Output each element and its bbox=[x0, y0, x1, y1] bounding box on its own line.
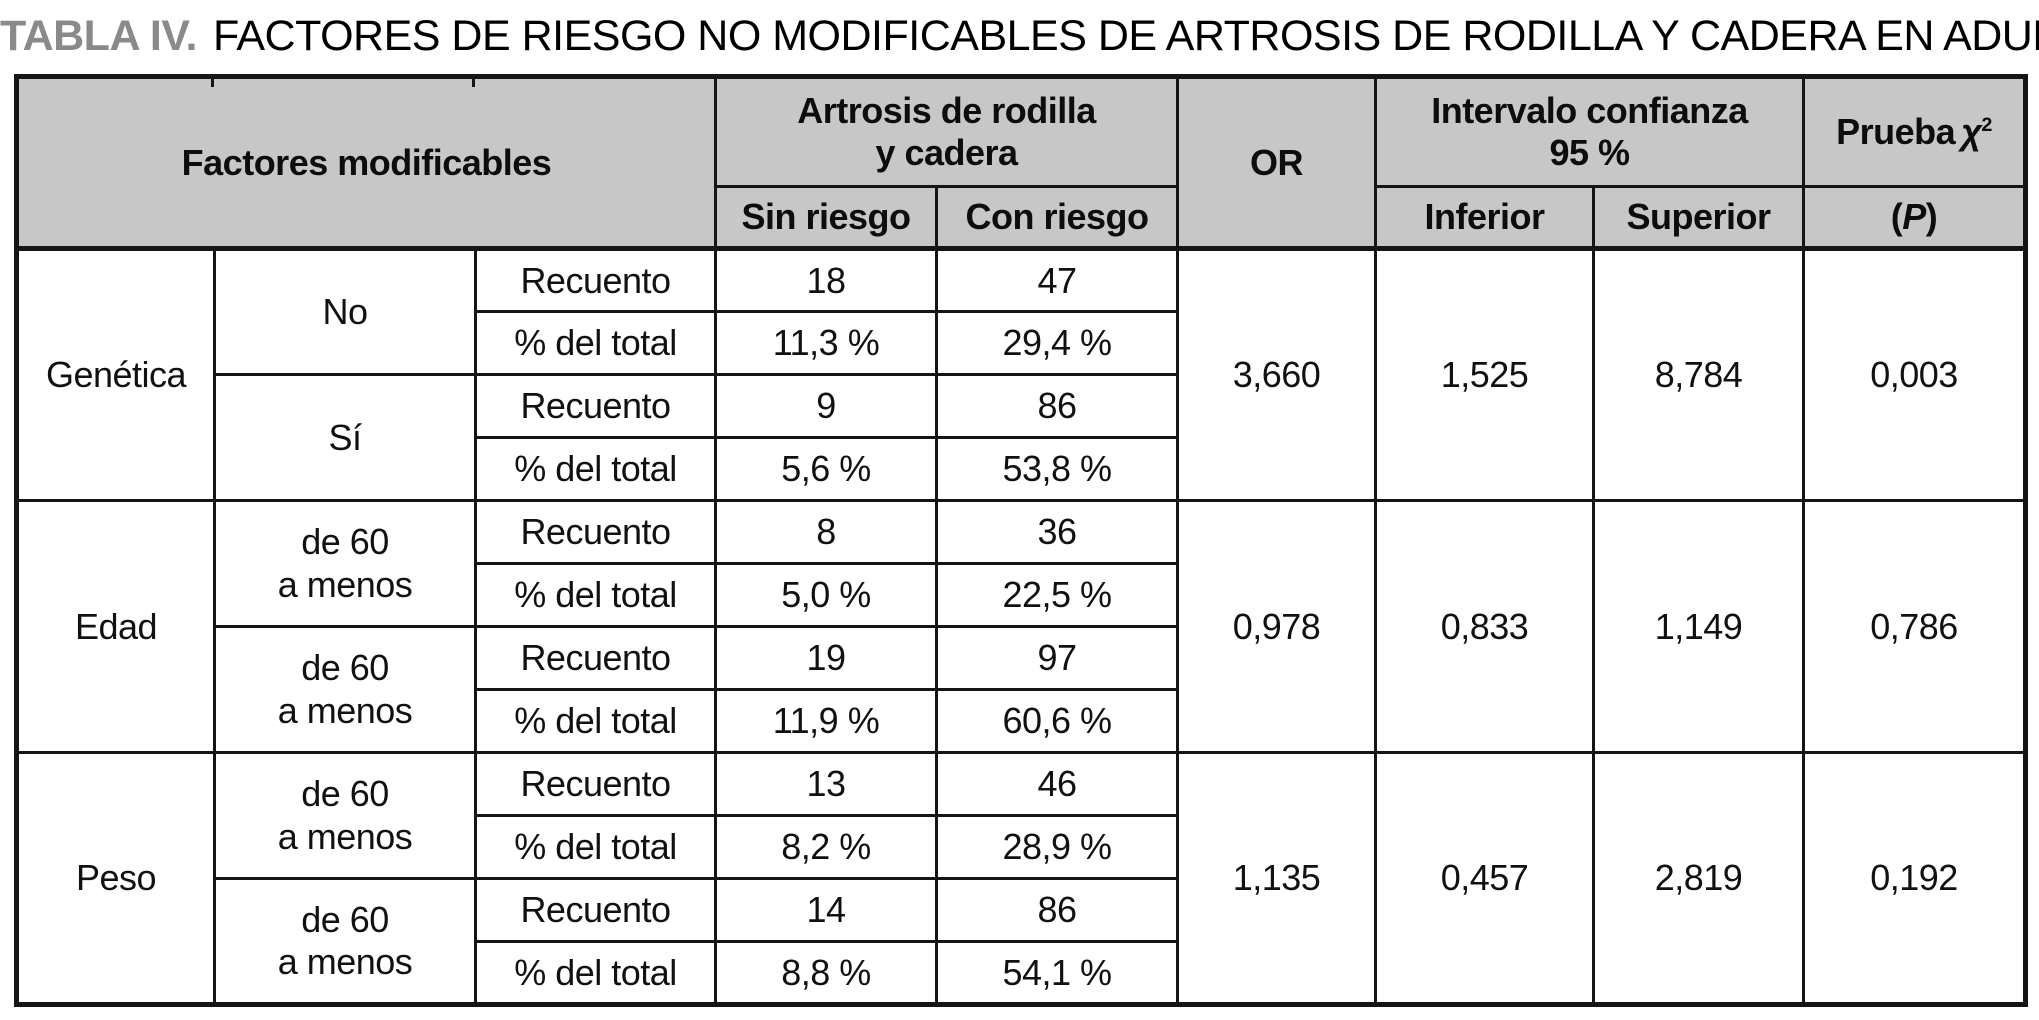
cell-factor-edad: Edad bbox=[15, 499, 216, 754]
cell-level-edad-2: de 60 a menos bbox=[213, 625, 477, 754]
cell-measure-pct: % del total bbox=[474, 562, 717, 628]
cell-measure-pct: % del total bbox=[474, 814, 717, 880]
p-paren-close: ) bbox=[1925, 196, 1938, 237]
cell-level-peso-2: de 60 a menos bbox=[213, 877, 477, 1006]
p-letter: P bbox=[1902, 196, 1926, 237]
cell-level-edad-1: de 60 a menos bbox=[213, 499, 477, 628]
cell-value-pct-sin: 8,2 % bbox=[714, 814, 938, 880]
cell-value-recuento-sin: 19 bbox=[714, 625, 938, 691]
header-inferior: Inferior bbox=[1374, 185, 1595, 251]
cell-measure-pct: % del total bbox=[474, 940, 717, 1006]
cell-value-recuento-sin: 14 bbox=[714, 877, 938, 943]
cell-value-pct-sin: 5,6 % bbox=[714, 436, 938, 502]
cell-measure-recuento: Recuento bbox=[474, 625, 717, 691]
cell-value-pct-con: 22,5 % bbox=[935, 562, 1179, 628]
header-or: OR bbox=[1176, 75, 1377, 251]
cell-ci-inferior-genetica: 1,525 bbox=[1374, 247, 1595, 502]
cell-measure-recuento: Recuento bbox=[474, 247, 717, 313]
cell-p-edad: 0,786 bbox=[1802, 499, 2027, 754]
cell-value-pct-con: 28,9 % bbox=[935, 814, 1179, 880]
cell-measure-recuento: Recuento bbox=[474, 751, 717, 817]
cell-value-recuento-sin: 9 bbox=[714, 373, 938, 439]
cell-value-recuento-sin: 13 bbox=[714, 751, 938, 817]
border-stub bbox=[472, 79, 475, 87]
table-container: Factores modificables Artrosis de rodill… bbox=[14, 74, 2028, 1007]
cell-measure-recuento: Recuento bbox=[474, 499, 717, 565]
cell-ci-inferior-edad: 0,833 bbox=[1374, 499, 1595, 754]
cell-value-recuento-con: 46 bbox=[935, 751, 1179, 817]
cell-measure-pct: % del total bbox=[474, 688, 717, 754]
cell-value-pct-sin: 11,3 % bbox=[714, 310, 938, 376]
cell-ci-superior-genetica: 8,784 bbox=[1592, 247, 1805, 502]
header-prueba-text: Prueba bbox=[1836, 111, 1956, 152]
header-prueba-chi2: Prueba χ2 bbox=[1802, 75, 2027, 188]
cell-value-recuento-con: 97 bbox=[935, 625, 1179, 691]
cell-ci-superior-peso: 2,819 bbox=[1592, 751, 1805, 1006]
cell-value-pct-con: 53,8 % bbox=[935, 436, 1179, 502]
risk-factors-table: Factores modificables Artrosis de rodill… bbox=[14, 74, 2028, 1007]
chi-symbol: χ bbox=[1961, 111, 1982, 152]
chi-exponent: 2 bbox=[1981, 114, 1992, 136]
cell-measure-pct: % del total bbox=[474, 436, 717, 502]
cell-value-pct-con: 54,1 % bbox=[935, 940, 1179, 1006]
cell-value-recuento-sin: 18 bbox=[714, 247, 938, 313]
cell-value-recuento-con: 47 bbox=[935, 247, 1179, 313]
cell-value-recuento-con: 86 bbox=[935, 877, 1179, 943]
header-sin-riesgo: Sin riesgo bbox=[714, 185, 938, 251]
border-stub bbox=[211, 79, 214, 87]
p-paren-open: ( bbox=[1890, 196, 1903, 237]
cell-or-peso: 1,135 bbox=[1176, 751, 1377, 1006]
cell-value-pct-sin: 8,8 % bbox=[714, 940, 938, 1006]
cell-value-pct-con: 29,4 % bbox=[935, 310, 1179, 376]
cell-factor-genetica: Genética bbox=[15, 247, 216, 502]
cell-value-recuento-con: 86 bbox=[935, 373, 1179, 439]
table-title: TABLA IV. FACTORES DE RIESGO NO MODIFICAB… bbox=[0, 12, 2039, 61]
cell-value-pct-sin: 5,0 % bbox=[714, 562, 938, 628]
header-superior: Superior bbox=[1592, 185, 1805, 251]
header-con-riesgo: Con riesgo bbox=[935, 185, 1179, 251]
cell-value-pct-con: 60,6 % bbox=[935, 688, 1179, 754]
cell-level-genetica-si: Sí bbox=[213, 373, 477, 502]
cell-level-genetica-no: No bbox=[213, 247, 477, 376]
header-artrosis: Artrosis de rodilla y cadera bbox=[714, 75, 1179, 188]
cell-factor-peso: Peso bbox=[15, 751, 216, 1006]
cell-measure-pct: % del total bbox=[474, 310, 717, 376]
cell-value-recuento-con: 36 bbox=[935, 499, 1179, 565]
header-intervalo-confianza: Intervalo confianza 95 % bbox=[1374, 75, 1805, 188]
cell-or-genetica: 3,660 bbox=[1176, 247, 1377, 502]
table-title-label: TABLA IV. bbox=[0, 12, 197, 60]
cell-or-edad: 0,978 bbox=[1176, 499, 1377, 754]
cell-ci-inferior-peso: 0,457 bbox=[1374, 751, 1595, 1006]
cell-level-peso-1: de 60 a menos bbox=[213, 751, 477, 880]
header-factores-modificables: Factores modificables bbox=[15, 75, 717, 251]
cell-measure-recuento: Recuento bbox=[474, 877, 717, 943]
cell-p-peso: 0,192 bbox=[1802, 751, 2027, 1006]
table-title-text: FACTORES DE RIESGO NO MODIFICABLES DE AR… bbox=[212, 12, 2039, 60]
cell-value-pct-sin: 11,9 % bbox=[714, 688, 938, 754]
cell-p-genetica: 0,003 bbox=[1802, 247, 2027, 502]
cell-value-recuento-sin: 8 bbox=[714, 499, 938, 565]
cell-measure-recuento: Recuento bbox=[474, 373, 717, 439]
cell-ci-superior-edad: 1,149 bbox=[1592, 499, 1805, 754]
header-p-value: (P) bbox=[1802, 185, 2027, 251]
